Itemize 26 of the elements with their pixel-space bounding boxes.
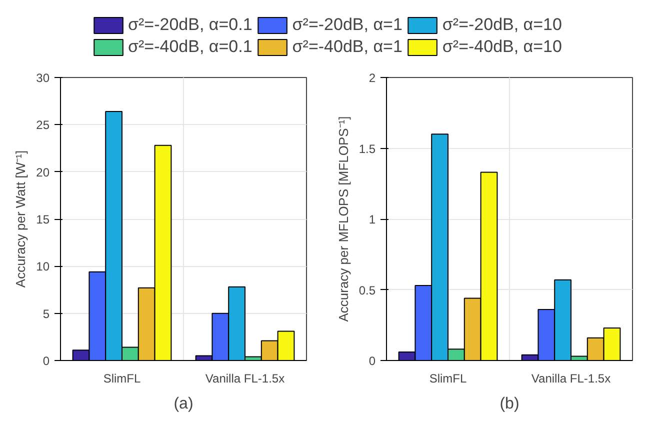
legend-label: σ²=-40dB, α=1 — [292, 37, 402, 57]
y-tick-label: 5 — [42, 306, 50, 321]
y-axis-title: Accuracy per MFLOPS [MFLOPS⁻¹] — [336, 116, 351, 322]
y-tick-label: 25 — [36, 118, 50, 132]
x-tick-label: SlimFL — [103, 372, 141, 386]
legend-label: σ²=-40dB, α=0.1 — [128, 37, 252, 57]
y-tick-label: 30 — [36, 71, 50, 85]
y-tick-label: 0 — [42, 354, 50, 368]
legend-label: σ²=-20dB, α=10 — [442, 15, 562, 35]
y-tick-label: 20 — [36, 165, 50, 180]
legend-label: σ²=-20dB, α=0.1 — [128, 15, 252, 35]
x-tick-label: Vanilla FL-1.5x — [531, 372, 611, 386]
x-tick-label: Vanilla FL-1.5x — [205, 372, 285, 386]
legend-label: σ²=-20dB, α=1 — [292, 15, 402, 35]
y-tick-label: 0 — [368, 354, 376, 368]
y-tick-label: 1 — [368, 212, 376, 226]
y-axis-title: Accuracy per Watt [W⁻¹] — [13, 150, 28, 288]
y-tick-label: 2 — [368, 71, 376, 85]
y-tick-label: 15 — [36, 212, 50, 226]
text: (b) — [500, 396, 520, 412]
y-tick-label: 1.5 — [358, 142, 376, 156]
y-tick-label: 10 — [36, 260, 50, 274]
legend-label: σ²=-40dB, α=10 — [442, 37, 562, 57]
y-tick-label: 0.5 — [358, 283, 376, 298]
x-tick-label: SlimFL — [429, 372, 467, 386]
text: (a) — [174, 396, 194, 412]
